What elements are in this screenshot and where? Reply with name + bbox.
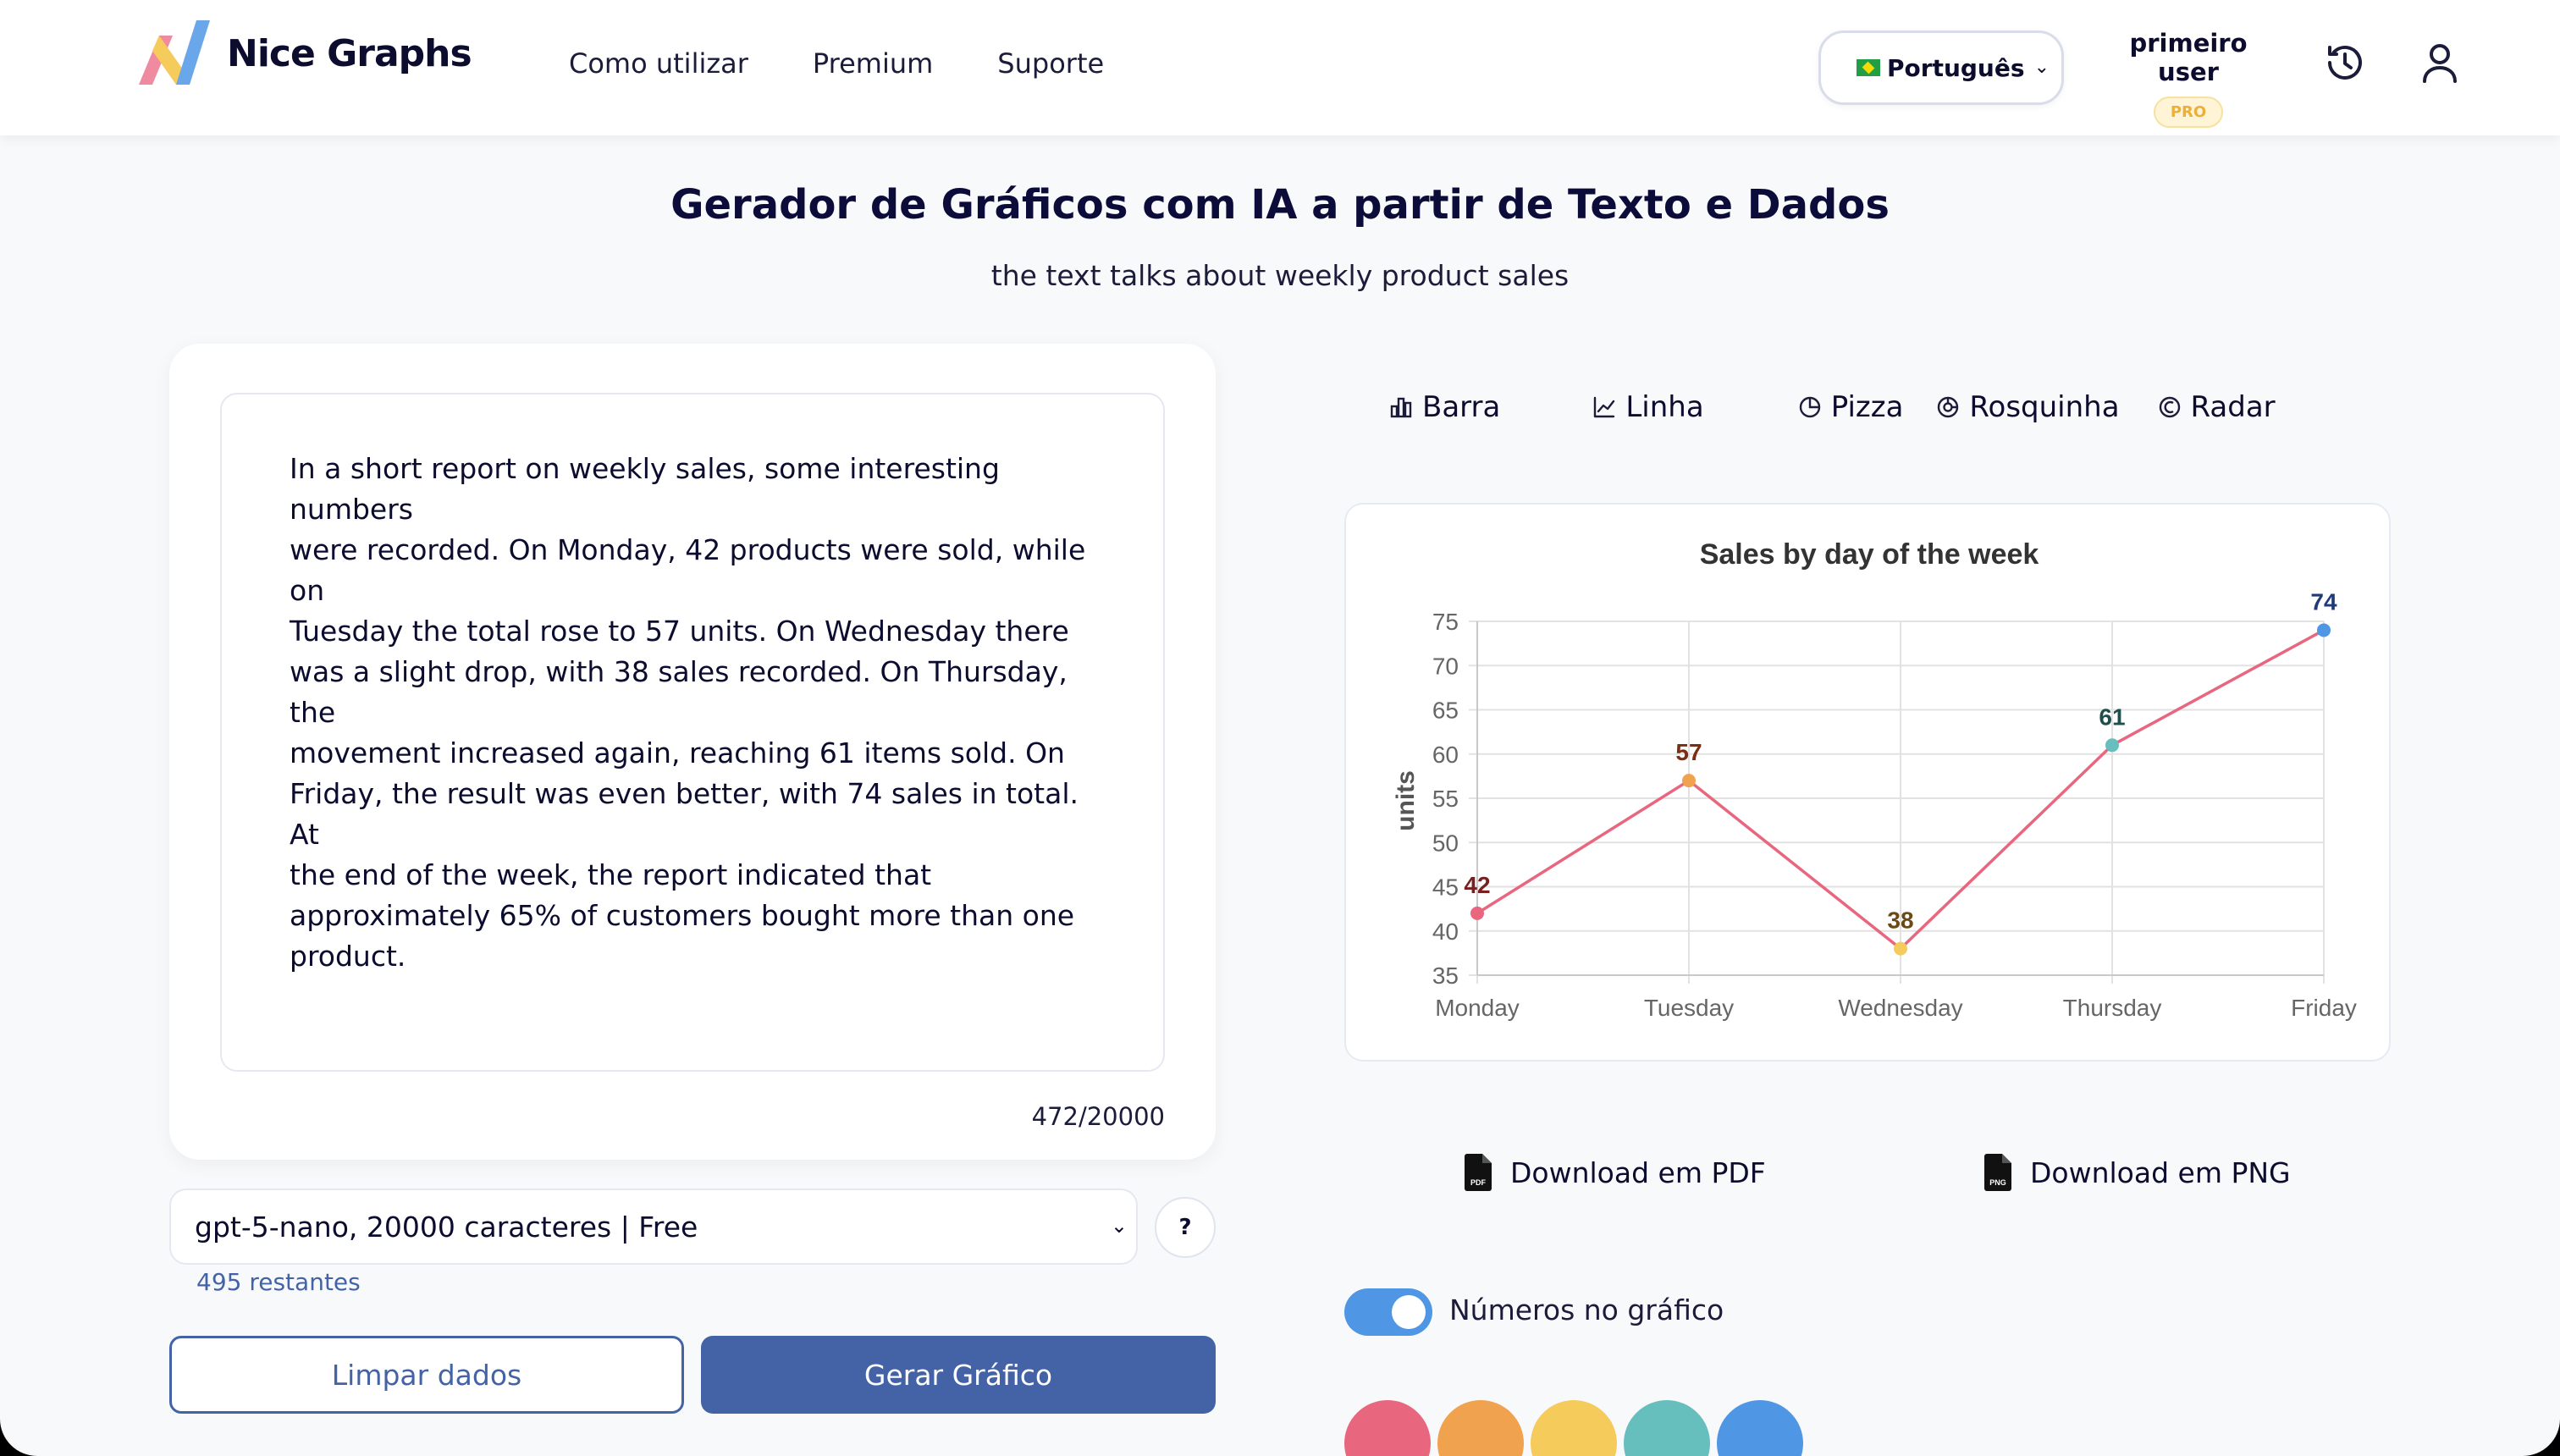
tab-radar-label: Radar xyxy=(2190,390,2276,424)
logo[interactable]: Nice Graphs xyxy=(134,17,472,90)
line-chart: 35 40 45 50 55 60 65 70 75 Monday Tuesday Wednesda… xyxy=(1392,538,2357,1021)
tab-bar-label: Barra xyxy=(1422,390,1501,424)
chart-title: Sales by day of the week xyxy=(1700,538,2039,571)
color-swatch[interactable] xyxy=(1437,1400,1524,1456)
language-label: Português xyxy=(1887,53,2025,82)
history-icon xyxy=(2328,45,2362,80)
chevron-down-icon: ⌄ xyxy=(1110,1214,1128,1238)
radar-chart-icon xyxy=(2159,396,2180,418)
data-point xyxy=(2317,623,2331,637)
pro-badge: PRO xyxy=(2153,97,2224,128)
download-png-label: Download em PNG xyxy=(2030,1155,2291,1189)
tab-pie[interactable]: Pizza xyxy=(1797,386,1904,428)
x-tick-label: Tuesday xyxy=(1644,995,1734,1021)
download-pdf-label: Download em PDF xyxy=(1510,1155,1766,1189)
x-tick-label: Thursday xyxy=(2063,995,2162,1021)
chevron-down-icon: ⌄ xyxy=(2033,57,2050,78)
account-button[interactable] xyxy=(2414,37,2465,88)
y-tick-label: 55 xyxy=(1432,786,1459,812)
data-points xyxy=(1470,623,2331,956)
y-axis-label: units xyxy=(1392,770,1420,831)
pie-chart-icon xyxy=(1799,396,1820,418)
tab-donut[interactable]: Rosquinha xyxy=(1935,386,2120,428)
y-tick-label: 45 xyxy=(1432,874,1459,901)
y-tick-label: 60 xyxy=(1432,742,1459,768)
color-palette xyxy=(1344,1400,1803,1456)
character-counter: 472/20000 xyxy=(1031,1102,1165,1131)
model-select-value: gpt-5-nano, 20000 caracteres | Free xyxy=(195,1210,698,1244)
y-tick-label: 40 xyxy=(1432,918,1459,945)
y-tick-label: 35 xyxy=(1432,962,1459,989)
y-tick-label: 75 xyxy=(1432,609,1459,635)
chart-preview: 35 40 45 50 55 60 65 70 75 Monday Tuesday Wednesda… xyxy=(1344,503,2391,1062)
main-nav: Como utilizar Premium Suporte xyxy=(569,47,1104,80)
tab-bar[interactable]: Barra xyxy=(1388,386,1500,428)
page-title: Gerador de Gráficos com IA a partir de T… xyxy=(670,181,1890,229)
y-tick-label: 65 xyxy=(1432,698,1459,724)
tab-line-label: Linha xyxy=(1625,390,1704,424)
bar-chart-icon xyxy=(1390,397,1412,418)
user-icon xyxy=(2423,44,2457,83)
history-button[interactable] xyxy=(2320,37,2370,88)
top-bar: Nice Graphs Como utilizar Premium Suport… xyxy=(0,0,2560,135)
y-tick-label: 70 xyxy=(1432,653,1459,679)
download-pdf-button[interactable]: PDF Download em PDF xyxy=(1463,1153,1766,1192)
tab-pie-label: Pizza xyxy=(1830,390,1904,424)
data-point xyxy=(1894,941,1907,956)
show-numbers-label: Números no gráfico xyxy=(1449,1293,1724,1326)
language-select[interactable]: Português ⌄ xyxy=(1818,30,2064,105)
pdf-file-icon: PDF xyxy=(1465,1154,1492,1191)
clear-data-button[interactable]: Limpar dados xyxy=(169,1336,684,1414)
data-text-input[interactable]: In a short report on weekly sales, some … xyxy=(220,393,1165,1072)
png-file-icon: PNG xyxy=(1984,1154,2011,1191)
y-axis-ticks: 35 40 45 50 55 60 65 70 75 xyxy=(1432,609,1459,989)
generate-chart-button[interactable]: Gerar Gráfico xyxy=(701,1336,1216,1414)
color-swatch[interactable] xyxy=(1717,1400,1803,1456)
data-point xyxy=(1470,906,1484,920)
y-tick-label: 50 xyxy=(1432,830,1459,856)
tab-donut-label: Rosquinha xyxy=(1969,390,2120,424)
line-chart-icon xyxy=(1594,396,1615,418)
remaining-credits: 495 restantes xyxy=(196,1268,361,1296)
user-info: primeiro user PRO xyxy=(2099,29,2277,128)
data-label: 42 xyxy=(1464,872,1490,898)
input-card: In a short report on weekly sales, some … xyxy=(169,344,1216,1160)
model-select[interactable]: gpt-5-nano, 20000 caracteres | Free ⌄ xyxy=(169,1189,1138,1265)
donut-chart-icon xyxy=(1938,396,1959,418)
brand-name: Nice Graphs xyxy=(227,31,472,75)
color-swatch[interactable] xyxy=(1531,1400,1617,1456)
logo-icon xyxy=(139,20,210,85)
tab-line[interactable]: Linha xyxy=(1592,386,1704,428)
data-point xyxy=(2105,738,2119,753)
nav-support[interactable]: Suporte xyxy=(997,47,1105,80)
show-numbers-toggle[interactable] xyxy=(1344,1288,1432,1336)
help-button[interactable]: ? xyxy=(1155,1197,1216,1258)
x-tick-label: Monday xyxy=(1435,995,1520,1021)
tab-radar[interactable]: Radar xyxy=(2157,386,2276,428)
svg-text:PNG: PNG xyxy=(1989,1178,2006,1187)
page-subtitle: the text talks about weekly product sale… xyxy=(990,259,1570,292)
download-png-button[interactable]: PNG Download em PNG xyxy=(1983,1153,2291,1192)
data-point xyxy=(1682,774,1696,788)
nav-premium[interactable]: Premium xyxy=(812,47,934,80)
data-label: 61 xyxy=(2099,703,2125,730)
x-tick-label: Wednesday xyxy=(1838,995,1962,1021)
nav-how-to-use[interactable]: Como utilizar xyxy=(569,47,748,80)
color-swatch[interactable] xyxy=(1624,1400,1710,1456)
data-label: 57 xyxy=(1675,739,1702,765)
data-label: 74 xyxy=(2310,588,2337,615)
user-name: primeiro user xyxy=(2129,29,2248,86)
color-swatch[interactable] xyxy=(1344,1400,1431,1456)
data-label: 38 xyxy=(1887,907,1913,934)
x-axis-ticks: Monday Tuesday Wednesday Thursday Friday xyxy=(1435,995,2357,1021)
x-tick-label: Friday xyxy=(2291,995,2357,1021)
svg-text:PDF: PDF xyxy=(1470,1178,1487,1187)
brazil-flag-icon xyxy=(1857,59,1880,76)
chart-type-tabs: Barra Linha Pizza Rosquinha Radar xyxy=(1388,386,2276,428)
data-labels: 42 57 38 61 74 xyxy=(1464,588,2337,933)
